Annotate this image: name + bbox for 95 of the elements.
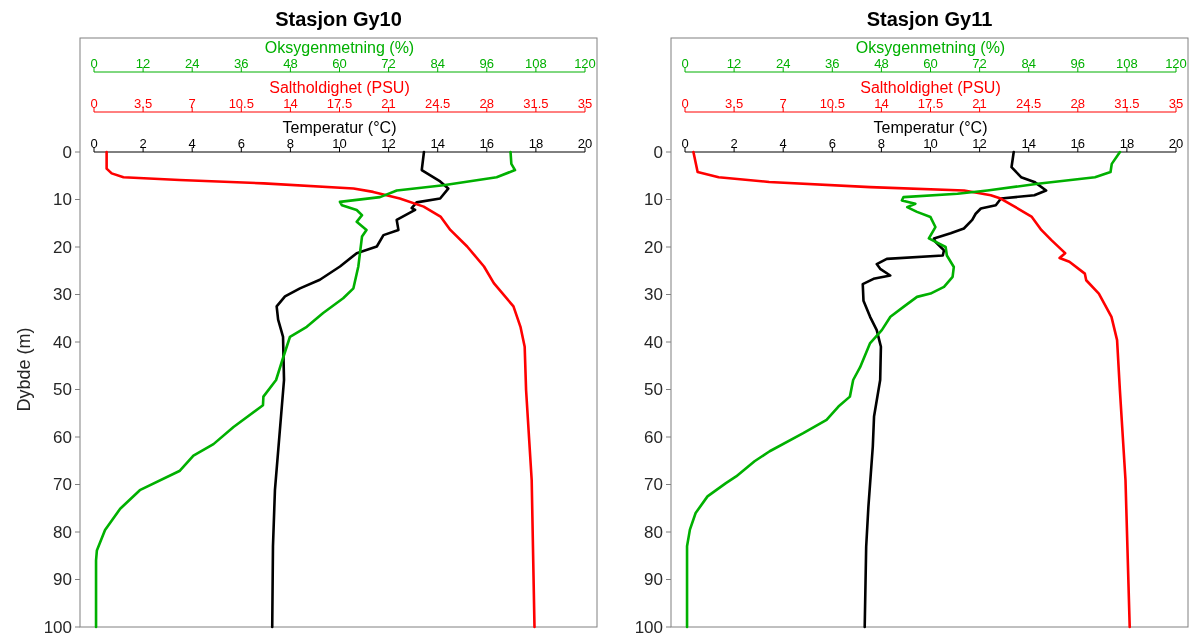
x-tick-label: 7: [779, 96, 787, 111]
x-tick-label: 12: [726, 56, 742, 71]
chart-title: Stasjon Gy10: [275, 8, 402, 30]
x-tick-label: 60: [923, 56, 938, 71]
x-tick-label: 4: [188, 136, 196, 151]
y-tick-label: 70: [644, 475, 663, 495]
x-axis-title: Temperatur (°C): [282, 119, 397, 136]
y-tick-label: 100: [43, 617, 72, 635]
x-tick-label: 6: [828, 136, 836, 151]
x-tick-label: 0: [90, 96, 98, 111]
x-tick-label: 4: [779, 136, 787, 151]
y-tick-label: 50: [644, 380, 663, 400]
x-tick-label: 31.5: [523, 96, 549, 111]
x-tick-label: 8: [286, 136, 295, 151]
x-tick-label: 10: [332, 136, 347, 151]
x-tick-label: 12: [381, 136, 396, 151]
x-tick-label: 24: [775, 56, 791, 71]
y-tick-label: 60: [644, 427, 663, 447]
y-tick-label: 100: [634, 617, 663, 635]
x-tick-label: 35: [1168, 96, 1184, 111]
x-tick-label: 96: [479, 56, 495, 71]
x-axis-title: Temperatur (°C): [873, 119, 988, 136]
x-tick-label: 2: [730, 136, 738, 151]
x-tick-label: 16: [479, 136, 495, 151]
x-tick-label: 36: [234, 56, 249, 71]
x-tick-label: 17.5: [326, 96, 353, 111]
y-tick-label: 10: [644, 190, 663, 210]
y-tick-label: 20: [53, 237, 72, 257]
x-tick-label: 14: [874, 96, 889, 111]
x-tick-label: 14: [1021, 136, 1036, 151]
x-tick-label: 120: [574, 56, 596, 71]
x-tick-label: 3.5: [134, 96, 153, 111]
y-tick-label: 30: [644, 285, 663, 305]
x-tick-label: 28: [1070, 96, 1086, 111]
y-tick-label: 40: [644, 332, 663, 352]
x-tick-label: 12: [135, 56, 151, 71]
x-axis-title: Saltholdighet (PSU): [269, 79, 410, 96]
y-axis-title: Dybde (m): [14, 327, 34, 412]
x-tick-label: 28: [479, 96, 495, 111]
x-tick-label: 72: [972, 56, 987, 71]
y-tick-label: 80: [644, 522, 663, 542]
x-tick-label: 14: [430, 136, 445, 151]
x-tick-label: 35: [577, 96, 593, 111]
x-tick-label: 20: [577, 136, 593, 151]
x-tick-label: 16: [1070, 136, 1086, 151]
y-tick-label: 50: [53, 380, 72, 400]
x-tick-label: 48: [874, 56, 889, 71]
x-tick-label: 20: [1168, 136, 1184, 151]
x-tick-label: 36: [825, 56, 840, 71]
x-tick-label: 7: [188, 96, 196, 111]
x-axis-title: Oksygenmetning (%): [264, 39, 415, 56]
x-tick-label: 96: [1070, 56, 1086, 71]
x-tick-label: 24.5: [425, 96, 451, 111]
y-tick-label: 40: [53, 332, 72, 352]
x-tick-label: 6: [237, 136, 245, 151]
x-tick-label: 17.5: [917, 96, 944, 111]
x-tick-label: 10.5: [819, 96, 845, 111]
x-tick-label: 12: [972, 136, 987, 151]
x-tick-label: 84: [1021, 56, 1036, 71]
x-tick-label: 108: [1116, 56, 1138, 71]
x-tick-label: 0: [681, 96, 689, 111]
x-tick-label: 2: [139, 136, 147, 151]
chart-title: Stasjon Gy11: [866, 8, 993, 30]
x-tick-label: 108: [525, 56, 547, 71]
y-tick-label: 60: [53, 427, 72, 447]
x-tick-label: 10.5: [228, 96, 254, 111]
x-tick-label: 3.5: [725, 96, 744, 111]
y-tick-label: 20: [644, 237, 663, 257]
x-tick-label: 84: [430, 56, 445, 71]
y-tick-label: 80: [53, 522, 72, 542]
x-tick-label: 18: [528, 136, 544, 151]
y-tick-label: 30: [53, 285, 72, 305]
x-tick-label: 31.5: [1114, 96, 1140, 111]
x-tick-label: 18: [1119, 136, 1135, 151]
x-tick-label: 14: [283, 96, 298, 111]
x-tick-label: 72: [381, 56, 396, 71]
x-axis-title: Oksygenmetning (%): [855, 39, 1006, 56]
y-tick-label: 10: [53, 190, 72, 210]
x-tick-label: 0: [90, 56, 98, 71]
x-tick-label: 10: [923, 136, 938, 151]
x-tick-label: 21: [381, 96, 396, 111]
x-tick-label: 48: [283, 56, 298, 71]
x-tick-label: 0: [681, 56, 689, 71]
x-tick-label: 120: [1165, 56, 1187, 71]
x-tick-label: 8: [877, 136, 886, 151]
x-tick-label: 21: [972, 96, 987, 111]
x-tick-label: 24.5: [1016, 96, 1042, 111]
y-tick-label: 70: [53, 475, 72, 495]
x-tick-label: 24: [184, 56, 200, 71]
x-tick-label: 0: [90, 136, 98, 151]
x-tick-label: 60: [332, 56, 347, 71]
x-tick-label: 0: [681, 136, 689, 151]
y-tick-label: 90: [53, 570, 72, 590]
y-tick-label: 90: [644, 570, 663, 590]
x-axis-title: Saltholdighet (PSU): [860, 79, 1001, 96]
